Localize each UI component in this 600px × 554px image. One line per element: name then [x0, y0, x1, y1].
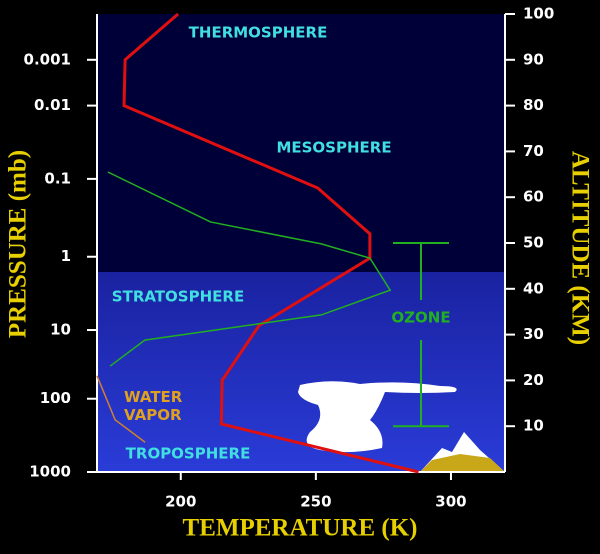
y-tick-label: 40 — [523, 279, 544, 297]
plot-area: 10 20 30 40 50 60 70 80 90 100 1000 100 10 1 0.1 0.01 0.… — [24, 5, 555, 511]
series-label-line: VAPOR — [124, 406, 182, 424]
y-axis-title: ALTITUDE (KM) — [566, 151, 593, 345]
series-line — [96, 375, 146, 443]
y2-tick-label: 10 — [50, 321, 71, 339]
y2-tick-label: 100 — [40, 389, 71, 407]
y-tick-label: 30 — [523, 325, 544, 343]
y-tick-label: 60 — [523, 188, 544, 206]
layer-label: MESOSPHERE — [276, 139, 391, 157]
x-axis-title: TEMPERATURE (K) — [183, 515, 418, 542]
layer-label: TROPOSPHERE — [126, 445, 251, 463]
lower-atmosphere — [97, 272, 505, 472]
y-tick-label: 80 — [523, 96, 544, 114]
mountain-base — [420, 454, 505, 472]
y2-tick-label: 1 — [61, 247, 71, 265]
y-tick-label: 10 — [523, 417, 544, 435]
layer-label: THERMOSPHERE — [189, 24, 328, 42]
y-tick-label: 90 — [523, 50, 544, 68]
series-label: OZONE — [391, 309, 450, 327]
x-tick-label: 200 — [165, 493, 196, 511]
cloud — [298, 381, 457, 453]
y-tick-label: 50 — [523, 234, 544, 252]
y2-tick-label: 0.001 — [24, 50, 71, 68]
series-label: WATER VAPOR — [124, 388, 183, 424]
y2-tick-label: 0.01 — [34, 96, 71, 114]
y2-tick-label: 0.1 — [44, 169, 71, 187]
series-line — [107, 171, 392, 367]
series-line — [122, 12, 419, 474]
y2-axis-title: PRESSURE (mb) — [5, 150, 32, 338]
y-tick-label: 20 — [523, 371, 544, 389]
y2-tick-label: 1000 — [29, 463, 71, 481]
y-tick-label: 100 — [523, 5, 554, 23]
series-label-line: WATER — [124, 388, 183, 406]
y-tick-label: 70 — [523, 142, 544, 160]
x-tick-label: 300 — [435, 493, 466, 511]
x-tick-label: 250 — [300, 493, 331, 511]
layer-label: STRATOSPHERE — [112, 288, 244, 306]
